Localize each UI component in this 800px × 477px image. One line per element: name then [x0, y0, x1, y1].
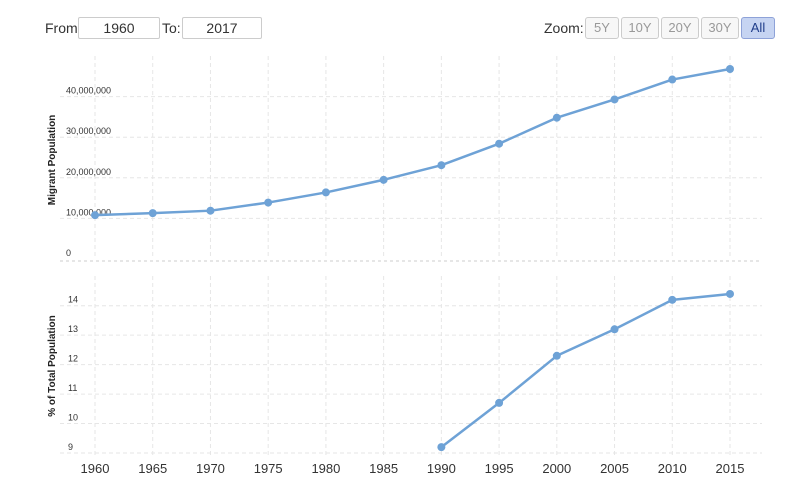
migrant-data-point[interactable] [206, 206, 215, 215]
x-tick-label: 1990 [427, 461, 456, 476]
to-date-input[interactable]: 2017 [182, 17, 262, 39]
migrant-data-point[interactable] [552, 113, 561, 122]
migrant-series-line [93, 67, 732, 217]
percent-y-tick-label: 12 [68, 354, 78, 364]
migrant-y-axis-title: Migrant Population [47, 115, 58, 206]
x-tick-label: 2000 [542, 461, 571, 476]
series-layer [91, 65, 734, 452]
percent-data-point[interactable] [437, 443, 446, 452]
x-tick-label: 1980 [311, 461, 340, 476]
migrant-data-point[interactable] [91, 211, 99, 220]
migrant-y-tick-label: 30,000,000 [66, 126, 111, 136]
x-tick-label: 1960 [81, 461, 110, 476]
x-tick-label: 1975 [254, 461, 283, 476]
x-tick-label: 1995 [485, 461, 514, 476]
migrant-data-point[interactable] [437, 161, 446, 170]
migrant-y-tick-label: 40,000,000 [66, 86, 111, 96]
x-tick-label: 1985 [369, 461, 398, 476]
percent-y-tick-label: 10 [68, 413, 78, 423]
migrant-data-point[interactable] [668, 75, 677, 84]
axis-labels: 0 10,000,000 20,000,000 30,000,000 40,000,00… [47, 86, 744, 476]
migrant-data-point[interactable] [264, 198, 273, 207]
percent-data-point[interactable] [668, 295, 677, 304]
x-tick-label: 1970 [196, 461, 225, 476]
percent-y-tick-label: 11 [68, 383, 77, 393]
migrant-data-point[interactable] [379, 175, 388, 184]
percent-data-point[interactable] [552, 351, 561, 360]
zoom-30y-button[interactable]: 30Y [701, 17, 739, 39]
migrant-y-tick-label: 20,000,000 [66, 167, 111, 177]
x-tick-label: 2015 [716, 461, 745, 476]
from-label: From: [45, 20, 82, 36]
x-tick-label: 1965 [138, 461, 167, 476]
percent-y-tick-label: 9 [68, 442, 73, 452]
percent-data-point[interactable] [495, 398, 504, 407]
percent-data-point[interactable] [610, 325, 619, 334]
zoom-all-button[interactable]: All [741, 17, 775, 39]
range-toolbar: From: 1960 To: 2017 Zoom: 5Y 10Y 20Y 30Y… [0, 0, 800, 48]
zoom-10y-button[interactable]: 10Y [621, 17, 659, 39]
zoom-5y-button[interactable]: 5Y [585, 17, 619, 39]
migrant-data-point[interactable] [610, 95, 619, 104]
zoom-20y-button[interactable]: 20Y [661, 17, 699, 39]
migrant-data-point[interactable] [321, 188, 330, 197]
grid-lines [60, 56, 762, 458]
migrant-data-point[interactable] [148, 209, 157, 218]
from-date-input[interactable]: 1960 [78, 17, 160, 39]
migrant-y-tick-label: 0 [66, 248, 71, 258]
x-tick-label: 2010 [658, 461, 687, 476]
migrant-y-tick-label: 10,000,000 [66, 207, 111, 217]
percent-series-line [440, 292, 732, 449]
percent-y-axis-title: % of Total Population [47, 315, 58, 416]
percent-data-point[interactable] [726, 289, 734, 298]
migrant-data-point[interactable] [726, 65, 734, 73]
to-label: To: [162, 20, 181, 36]
x-tick-label: 2005 [600, 461, 629, 476]
percent-y-tick-label: 13 [68, 324, 78, 334]
percent-y-tick-label: 14 [68, 295, 78, 305]
zoom-label: Zoom: [544, 20, 584, 36]
migrant-data-point[interactable] [495, 139, 504, 148]
